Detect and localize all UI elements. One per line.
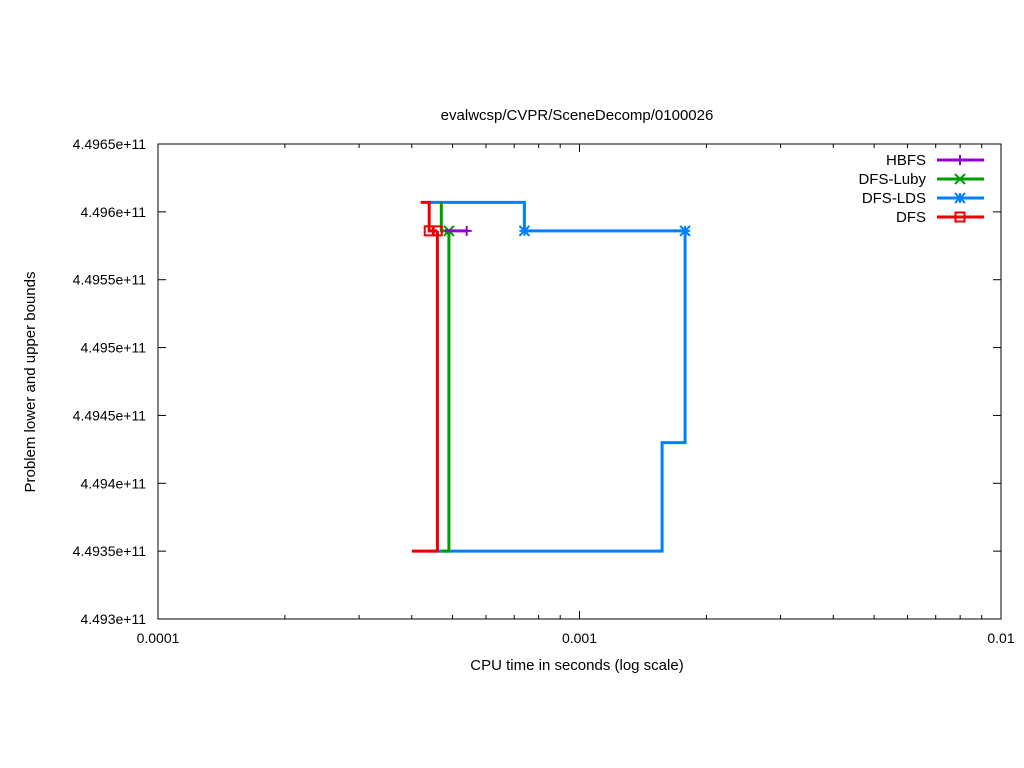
- legend-label: HBFS: [886, 152, 926, 169]
- x-tick-label: 0.001: [562, 630, 597, 646]
- y-tick-label: 4.4965e+11: [73, 136, 147, 152]
- chart-title: evalwcsp/CVPR/SceneDecomp/0100026: [441, 107, 714, 124]
- series-line-lower: [441, 230, 451, 553]
- series-hbfs: [445, 225, 472, 236]
- y-tick-label: 4.495e+11: [80, 340, 146, 356]
- series-dfs: [411, 200, 443, 553]
- series-line-upper: [429, 200, 686, 233]
- legend-label: DFS-Luby: [858, 171, 926, 188]
- y-tick-label: 4.493e+11: [80, 611, 146, 627]
- legend-label: DFS: [896, 209, 926, 226]
- series-line-lower: [411, 230, 439, 553]
- legend: HBFS DFS-Luby DFS-LDS DFS: [858, 152, 984, 226]
- y-tick-label: 4.494e+11: [80, 475, 146, 491]
- x-tick-label: 0.01: [987, 630, 1014, 646]
- series-dfs-luby: [439, 202, 455, 553]
- legend-item: DFS: [896, 209, 984, 226]
- legend-label: DFS-LDS: [862, 190, 926, 207]
- plot-frame: [157, 143, 1002, 620]
- y-tick-label: 4.496e+11: [80, 204, 146, 220]
- legend-item: HBFS: [886, 152, 984, 169]
- legend-marker: [954, 192, 966, 204]
- series-line-lower: [429, 230, 687, 553]
- series-layer: [411, 200, 691, 553]
- data-point-marker: [518, 225, 531, 237]
- legend-marker: [954, 173, 966, 185]
- data-point-marker: [431, 225, 443, 237]
- y-tick-label: 4.4945e+11: [73, 407, 147, 423]
- y-tick-label: 4.4955e+11: [73, 272, 147, 288]
- data-point-marker: [461, 225, 472, 236]
- legend-item: DFS-Luby: [858, 171, 984, 188]
- y-tick-label: 4.4935e+11: [73, 543, 147, 559]
- legend-marker: [955, 155, 965, 165]
- y-axis-label: Problem lower and upper bounds: [22, 272, 39, 493]
- x-tick-label: 0.0001: [137, 630, 180, 646]
- legend-marker: [954, 211, 966, 223]
- x-axis-label: CPU time in seconds (log scale): [470, 657, 683, 674]
- series-dfs-lds: [429, 200, 691, 553]
- axis-ticks: 4.493e+11 4.4935e+11 4.494e+11 4.4945e+11 4.…: [73, 136, 1015, 646]
- data-point-marker: [679, 225, 691, 237]
- legend-item: DFS-LDS: [862, 190, 984, 207]
